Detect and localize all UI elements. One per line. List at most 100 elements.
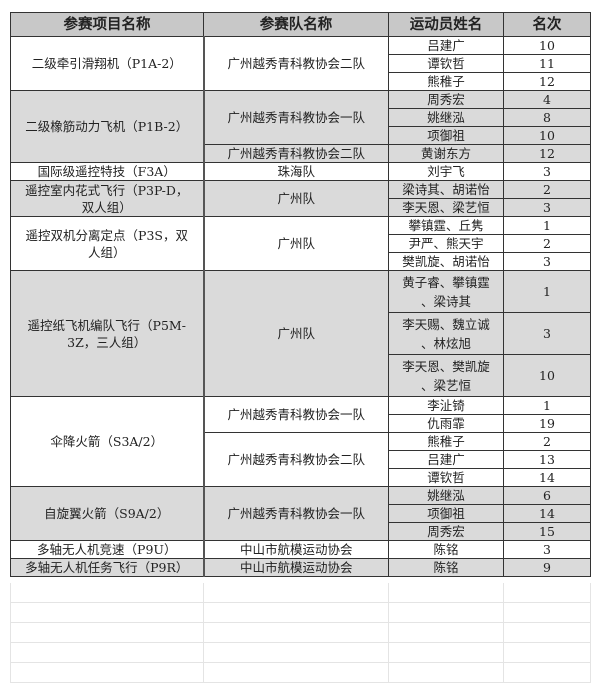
- rank-cell: 12: [503, 144, 591, 163]
- empty-cell: [503, 622, 591, 643]
- empty-cell: [503, 662, 591, 683]
- table-row: 樊凯旋、胡诺怡 3: [11, 252, 591, 271]
- rank-cell: 2: [503, 180, 591, 199]
- empty-grid: [10, 583, 591, 683]
- event-name-cell: 国际级遥控特技（F3A）: [10, 162, 204, 181]
- athlete-name-cell: 陈铭: [388, 558, 504, 577]
- table-row: 自旋翼火箭（S9A/2） 广州越秀青科教协会一队 姚继泓 6: [10, 486, 591, 541]
- team-name-cell: 广州越秀青科教协会二队: [202, 432, 389, 487]
- table-row: 尹严、熊天宇 2: [11, 234, 591, 253]
- empty-cell: [10, 622, 204, 643]
- athlete-name-cell: 项御祖: [388, 504, 504, 523]
- event-name-cell: 遥控双机分离定点（P3S，双 人组）: [10, 216, 204, 271]
- athlete-name-cell: 李天赐、魏立诚 、林炫旭: [388, 312, 504, 355]
- empty-cell: [203, 602, 389, 623]
- table-row: 伞降火箭（S3A/2） 广州越秀青科教协会一队 李沚锜 1: [10, 396, 591, 487]
- athlete-name-cell: 黄谢东方: [388, 144, 504, 163]
- table-row: 遥控室内花式飞行（P3P-D， 双人组） 广州队 梁诗其、胡诺怡 2: [10, 180, 591, 217]
- empty-cell: [203, 662, 389, 683]
- rank-cell: 15: [503, 522, 591, 541]
- athlete-name-cell: 姚继泓: [388, 108, 504, 127]
- header-athlete: 运动员姓名: [388, 12, 504, 37]
- empty-cell: [10, 583, 204, 603]
- athlete-name-cell: 李天恩、樊凯旋 、梁艺恒: [388, 354, 504, 397]
- team-name-cell: 广州越秀青科教协会一队: [202, 486, 389, 541]
- team-name-cell: 广州队: [202, 216, 389, 271]
- event-name-cell: 自旋翼火箭（S9A/2）: [10, 486, 204, 541]
- rank-cell: 2: [503, 432, 591, 451]
- table-row: 李天恩、梁艺恒 3: [11, 198, 591, 217]
- rank-cell: 1: [503, 396, 591, 415]
- table-row: 二级牵引滑翔机（P1A-2） 广州越秀青科教协会二队 吕建广 10: [10, 36, 591, 91]
- team-name-cell: 广州越秀青科教协会二队: [202, 144, 389, 163]
- event-name-cell: 二级牵引滑翔机（P1A-2）: [10, 36, 204, 91]
- empty-row: [10, 642, 591, 663]
- header-row: 参赛项目名称 参赛队名称 运动员姓名 名次: [10, 12, 591, 37]
- empty-cell: [388, 622, 504, 643]
- empty-cell: [388, 642, 504, 663]
- rank-cell: 6: [503, 486, 591, 505]
- athlete-name-cell: 谭钦哲: [388, 54, 504, 73]
- athlete-name-cell: 陈铭: [388, 540, 504, 559]
- empty-row: [10, 622, 591, 643]
- table-row: 遥控双机分离定点（P3S，双 人组） 广州队 攀镇霆、丘隽 1: [10, 216, 591, 271]
- empty-row: [10, 602, 591, 623]
- team-name-cell: 广州越秀青科教协会二队: [202, 36, 389, 91]
- table-row: 周秀宏 15: [11, 522, 591, 541]
- rank-cell: 19: [503, 414, 591, 433]
- team-name-cell: 珠海队: [202, 162, 389, 181]
- athlete-name-cell: 吕建广: [388, 36, 504, 55]
- athlete-name-cell: 谭钦哲: [388, 468, 504, 487]
- athlete-name-cell: 周秀宏: [388, 522, 504, 541]
- empty-row: [10, 662, 591, 683]
- empty-cell: [203, 583, 389, 603]
- event-name-cell: 多轴无人机任务飞行（P9R）: [10, 558, 204, 577]
- team-name-cell: 广州越秀青科教协会一队: [202, 90, 389, 145]
- athlete-name-cell: 刘宇飞: [388, 162, 504, 181]
- athlete-name-cell: 梁诗其、胡诺怡: [388, 180, 504, 199]
- athlete-name-cell: 熊稚子: [388, 72, 504, 91]
- rank-cell: 10: [503, 354, 591, 397]
- table-row: 广州越秀青科教协会二队 黄谢东方 12: [11, 144, 591, 163]
- rank-cell: 1: [503, 270, 591, 313]
- table-row: 姚继泓 8: [11, 108, 591, 127]
- rank-cell: 3: [503, 162, 591, 181]
- event-name-cell: 多轴无人机竞速（P9U）: [10, 540, 204, 559]
- empty-cell: [10, 602, 204, 623]
- table-row: 国际级遥控特技（F3A） 珠海队 刘宇飞 3: [10, 162, 591, 181]
- empty-cell: [388, 662, 504, 683]
- rank-cell: 9: [503, 558, 591, 577]
- rank-cell: 3: [503, 252, 591, 271]
- athlete-name-cell: 李天恩、梁艺恒: [388, 198, 504, 217]
- table-row: 李天恩、樊凯旋 、梁艺恒 10: [11, 354, 591, 397]
- rank-cell: 12: [503, 72, 591, 91]
- empty-cell: [503, 642, 591, 663]
- athlete-name-cell: 樊凯旋、胡诺怡: [388, 252, 504, 271]
- athlete-name-cell: 仇雨霏: [388, 414, 504, 433]
- athlete-name-cell: 周秀宏: [388, 90, 504, 109]
- results-table: 参赛项目名称 参赛队名称 运动员姓名 名次 二级牵引滑翔机（P1A-2） 广州越秀…: [10, 12, 591, 577]
- rank-cell: 1: [503, 216, 591, 235]
- rank-cell: 14: [503, 468, 591, 487]
- athlete-name-cell: 黄子睿、攀镇霆 、梁诗其: [388, 270, 504, 313]
- empty-cell: [503, 602, 591, 623]
- rank-cell: 3: [503, 312, 591, 355]
- header-rank: 名次: [503, 12, 591, 37]
- rank-cell: 3: [503, 198, 591, 217]
- event-name-cell: 遥控室内花式飞行（P3P-D， 双人组）: [10, 180, 204, 217]
- empty-cell: [503, 583, 591, 603]
- table-row: 多轴无人机任务飞行（P9R） 中山市航模运动协会 陈铭 9: [10, 558, 591, 577]
- athlete-name-cell: 攀镇霆、丘隽: [388, 216, 504, 235]
- header-event: 参赛项目名称: [10, 12, 204, 37]
- table-row: 遥控纸飞机编队飞行（P5M- 3Z，三人组） 广州队 黄子睿、攀镇霆 、梁诗其 1: [10, 270, 591, 397]
- rank-cell: 3: [503, 540, 591, 559]
- event-name-cell: 遥控纸飞机编队飞行（P5M- 3Z，三人组）: [10, 270, 204, 397]
- athlete-name-cell: 尹严、熊天宇: [388, 234, 504, 253]
- header-team: 参赛队名称: [203, 12, 389, 37]
- table-row: 二级橡筋动力飞机（P1B-2） 广州越秀青科教协会一队 周秀宏 4: [10, 90, 591, 163]
- team-name-cell: 中山市航模运动协会: [202, 540, 389, 559]
- team-name-cell: 广州越秀青科教协会一队: [202, 396, 389, 433]
- table-row: 李天赐、魏立诚 、林炫旭 3: [11, 312, 591, 355]
- rank-cell: 4: [503, 90, 591, 109]
- athlete-name-cell: 姚继泓: [388, 486, 504, 505]
